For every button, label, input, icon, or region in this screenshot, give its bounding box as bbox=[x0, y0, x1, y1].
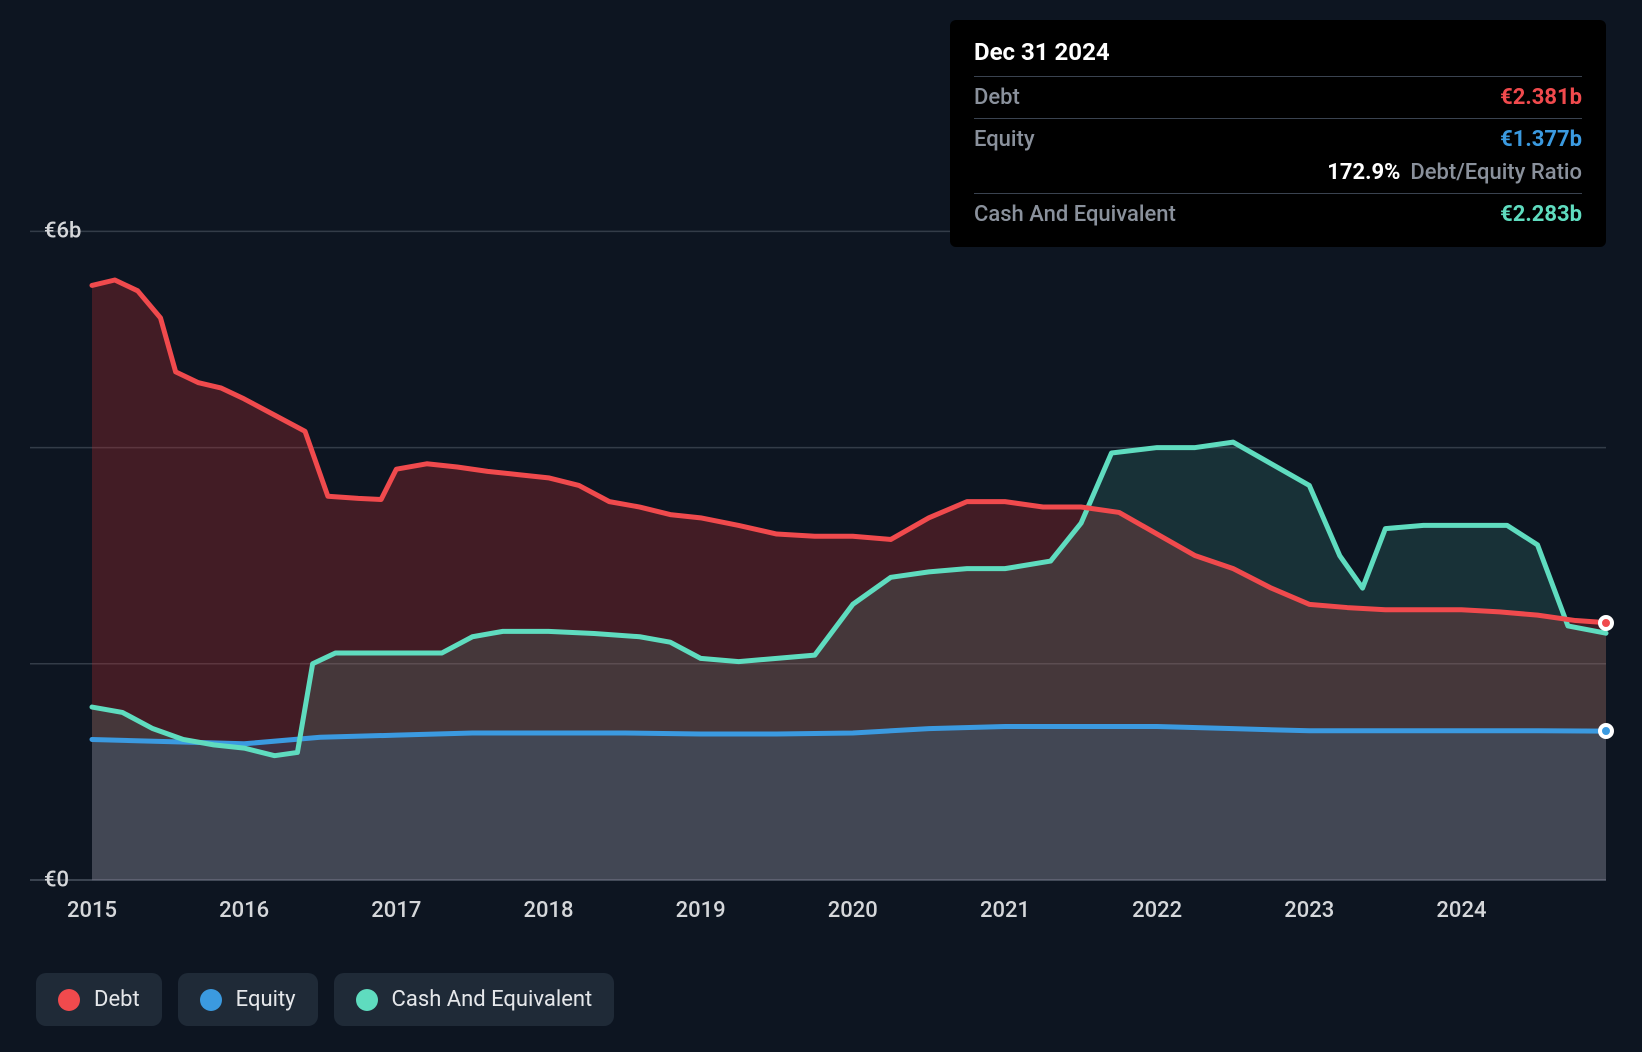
tooltip-label: Equity bbox=[974, 127, 1035, 152]
tooltip-value: €1.377b bbox=[1500, 127, 1582, 152]
x-tick-label: 2021 bbox=[980, 898, 1030, 923]
x-tick-label: 2023 bbox=[1284, 898, 1334, 923]
tooltip-ratio-label: Debt/Equity Ratio bbox=[1410, 160, 1582, 185]
tooltip-ratio-row: 172.9% Debt/Equity Ratio bbox=[974, 152, 1582, 194]
y-tick-label: €6b bbox=[44, 219, 81, 244]
tooltip-label-cash: Cash And Equivalent bbox=[974, 202, 1176, 227]
financial-area-chart: { "chart": { "type": "area", "width": 16… bbox=[0, 0, 1642, 1052]
legend-item[interactable]: Debt bbox=[36, 973, 162, 1026]
legend-item[interactable]: Cash And Equivalent bbox=[334, 973, 615, 1026]
tooltip-rows: Debt €2.381b Equity €1.377b bbox=[974, 77, 1582, 152]
x-tick-label: 2018 bbox=[523, 898, 573, 923]
series-end-marker-debt bbox=[1598, 615, 1614, 631]
chart-tooltip: Dec 31 2024 Debt €2.381b Equity €1.377b 172… bbox=[950, 20, 1606, 247]
tooltip-value: €2.381b bbox=[1500, 85, 1582, 110]
series-end-marker-equity bbox=[1598, 723, 1614, 739]
legend-dot-icon bbox=[200, 989, 222, 1011]
legend-label: Equity bbox=[236, 987, 296, 1012]
tooltip-ratio-value: 172.9% bbox=[1327, 160, 1400, 185]
tooltip-date: Dec 31 2024 bbox=[974, 38, 1582, 77]
tooltip-row: Equity €1.377b bbox=[974, 119, 1582, 152]
legend-dot-icon bbox=[356, 989, 378, 1011]
tooltip-value-cash: €2.283b bbox=[1500, 202, 1582, 227]
x-tick-label: 2024 bbox=[1436, 898, 1486, 923]
legend-label: Debt bbox=[94, 987, 140, 1012]
y-tick-label: €0 bbox=[44, 868, 69, 893]
x-tick-label: 2017 bbox=[371, 898, 421, 923]
tooltip-row: Debt €2.381b bbox=[974, 77, 1582, 119]
legend-dot-icon bbox=[58, 989, 80, 1011]
x-tick-label: 2020 bbox=[828, 898, 878, 923]
legend-label: Cash And Equivalent bbox=[392, 987, 593, 1012]
x-tick-label: 2015 bbox=[67, 898, 117, 923]
x-tick-label: 2016 bbox=[219, 898, 269, 923]
tooltip-row-cash: Cash And Equivalent €2.283b bbox=[974, 194, 1582, 227]
legend-item[interactable]: Equity bbox=[178, 973, 318, 1026]
chart-legend: Debt Equity Cash And Equivalent bbox=[36, 973, 614, 1026]
tooltip-label: Debt bbox=[974, 85, 1020, 110]
x-tick-label: 2022 bbox=[1132, 898, 1182, 923]
x-tick-label: 2019 bbox=[676, 898, 726, 923]
